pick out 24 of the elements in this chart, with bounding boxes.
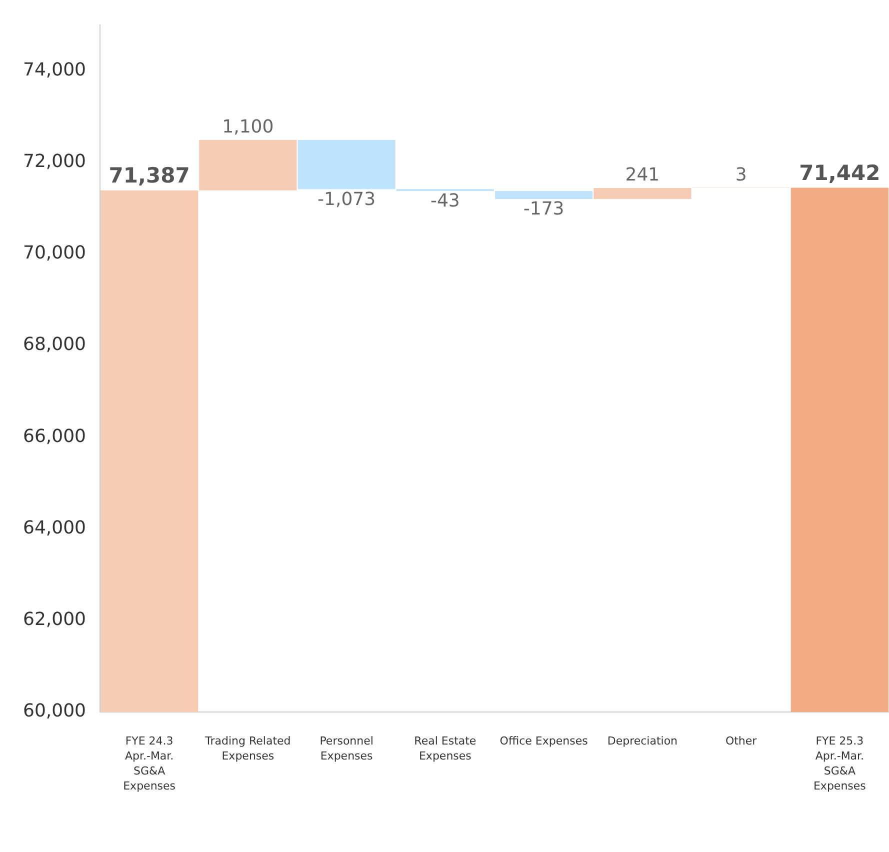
y-tick-label: 70,000	[23, 242, 86, 264]
x-tick-label: Trading Related Expenses	[204, 734, 291, 762]
x-tick-label: FYE 25.3 Apr.-Mar. SG&A Expenses	[813, 734, 866, 792]
data-label: -173	[523, 198, 564, 220]
y-tick-label: 60,000	[23, 700, 86, 722]
data-label: 3	[735, 164, 747, 186]
data-label: -1,073	[318, 188, 376, 210]
x-tick-label: Other	[725, 734, 758, 748]
y-tick-label: 72,000	[23, 150, 86, 172]
data-label: 1,100	[222, 116, 274, 138]
data-label: 71,442	[799, 160, 880, 185]
data-label: -43	[430, 190, 460, 212]
x-tick-label: Office Expenses	[500, 734, 588, 748]
data-label: 241	[625, 164, 660, 186]
x-tick-label: Personnel Expenses	[320, 734, 374, 762]
x-tick-label: Depreciation	[607, 734, 678, 748]
y-tick-label: 66,000	[23, 426, 86, 447]
x-tick-label: FYE 24.3 Apr.-Mar. SG&A Expenses	[123, 734, 176, 792]
data-label: 71,387	[108, 163, 190, 188]
x-tick-label: Real Estate Expenses	[414, 734, 476, 762]
y-tick-label: 62,000	[23, 609, 86, 630]
y-tick-label: 64,000	[23, 517, 86, 538]
y-tick-label: 68,000	[23, 334, 86, 356]
y-tick-label: 74,000	[23, 59, 86, 80]
